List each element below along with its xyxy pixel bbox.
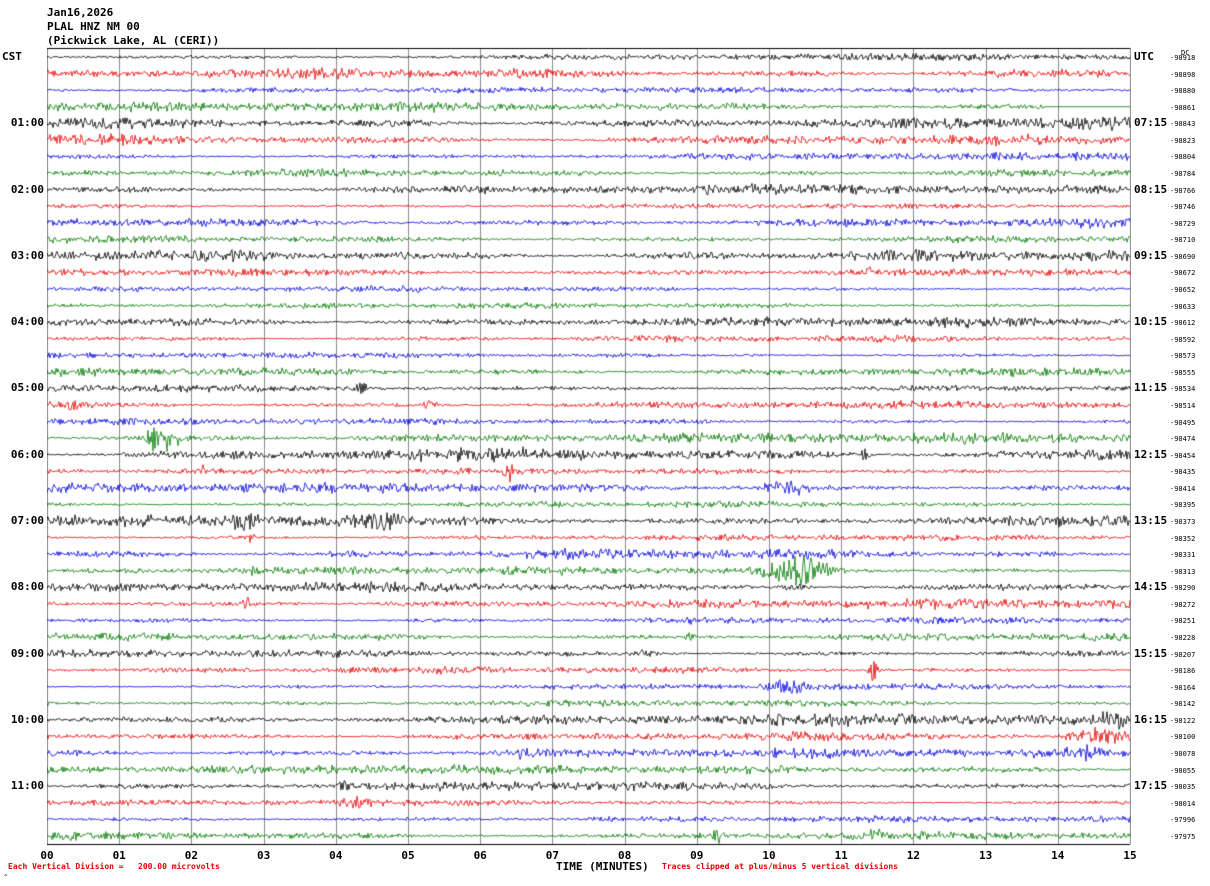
xaxis-tick-label: 03	[256, 849, 271, 862]
dc-offset-label: -98251	[1170, 617, 1196, 626]
trace-left-hour-label: 02:00	[10, 182, 44, 196]
dc-offset-label: -98313	[1170, 567, 1196, 576]
dc-offset-label: -98898	[1170, 70, 1196, 79]
dc-offset-label: -98373	[1170, 517, 1196, 526]
trace-right-hour-label: 16:15	[1134, 712, 1168, 726]
dc-offset-label: -98228	[1170, 633, 1196, 642]
dc-offset-label: -98414	[1170, 484, 1196, 493]
dc-offset-label: -98918	[1170, 54, 1196, 62]
xaxis-tick-label: 05	[401, 849, 415, 862]
xaxis-tick-label: 07	[545, 849, 560, 862]
xaxis-title: TIME (MINUTES)	[556, 860, 649, 873]
dc-offset-label: -98014	[1170, 799, 1196, 808]
seismogram-canvas	[47, 47, 1131, 846]
dc-offset-label: -98207	[1170, 650, 1196, 659]
dc-offset-label: -98672	[1170, 269, 1196, 278]
xaxis-tick-label: 00	[40, 849, 54, 862]
trace-left-hour-label: 03:00	[10, 248, 44, 262]
xaxis-tick-label: 09	[690, 849, 704, 862]
dc-offset-label: -98804	[1170, 153, 1196, 162]
xaxis-tick-label: 02	[184, 849, 199, 862]
dc-offset-label: -98122	[1170, 716, 1196, 725]
trace-left-hour-label: 04:00	[10, 315, 44, 329]
trace-right-hour-label: 07:15	[1134, 116, 1168, 130]
dc-column-header: DC	[1181, 49, 1190, 57]
header-date: Jan16,2026	[47, 6, 114, 19]
dc-offset-label: -98352	[1170, 534, 1196, 543]
timezone-right-label: UTC	[1134, 50, 1154, 63]
dc-offset-label: -98690	[1170, 252, 1196, 261]
dc-offset-label: -98100	[1170, 733, 1196, 742]
xaxis-tick-label: 13	[978, 849, 993, 862]
trace-left-hour-label: 08:00	[10, 580, 44, 594]
xaxis-tick-label: 14	[1051, 849, 1065, 862]
trace-left-hour-label: 06:00	[10, 447, 44, 461]
dc-offset-label: -98395	[1170, 501, 1196, 510]
dc-offset-label: -98710	[1170, 236, 1196, 245]
trace-right-hour-label: 14:15	[1134, 580, 1168, 594]
trace-left-hour-label: 05:00	[10, 381, 44, 395]
dc-offset-label: -98435	[1170, 468, 1196, 477]
trace-right-hour-label: 08:15	[1134, 182, 1168, 196]
timezone-left-label: CST	[2, 50, 22, 63]
xaxis-tick-label: 12	[906, 849, 921, 862]
header-location: (Pickwick Lake, AL (CERI))	[47, 34, 220, 47]
xaxis-tick-label: 06	[473, 849, 487, 862]
trace-right-hour-label: 17:15	[1134, 779, 1168, 793]
corner-mark: ^	[4, 874, 8, 881]
dc-offset-label: -98331	[1170, 551, 1196, 560]
trace-right-hour-label: 13:15	[1134, 513, 1168, 527]
xaxis-tick-label: 11	[834, 849, 848, 862]
dc-offset-label: -98784	[1170, 169, 1196, 178]
dc-offset-label: -98573	[1170, 352, 1196, 361]
dc-offset-label: -98843	[1170, 120, 1196, 129]
trace-left-hour-label: 07:00	[10, 513, 44, 527]
xaxis-tick-label: 01	[112, 849, 126, 862]
trace-right-hour-label: 10:15	[1134, 315, 1168, 329]
xaxis-tick-label: 10	[762, 849, 776, 862]
dc-offset-label: -98766	[1170, 186, 1196, 195]
dc-offset-label: -98454	[1170, 451, 1196, 460]
dc-offset-label: -98290	[1170, 584, 1196, 593]
dc-offset-label: -98514	[1170, 401, 1196, 410]
dc-offset-label: -98823	[1170, 136, 1196, 145]
trace-right-hour-label: 09:15	[1134, 248, 1168, 262]
dc-offset-label: -98534	[1170, 385, 1196, 394]
dc-offset-label: -98729	[1170, 219, 1196, 228]
dc-offset-label: -98746	[1170, 203, 1196, 212]
dc-offset-label: -98880	[1170, 87, 1196, 96]
header-station: PLAL HNZ NM 00	[47, 20, 140, 33]
dc-offset-label: -98592	[1170, 335, 1196, 344]
trace-right-hour-label: 11:15	[1134, 381, 1168, 395]
trace-right-hour-label: 12:15	[1134, 447, 1168, 461]
dc-offset-label: -98055	[1170, 766, 1196, 775]
dc-offset-label: -98612	[1170, 319, 1196, 328]
xaxis-tick-label: 15	[1123, 849, 1137, 862]
xaxis-tick-label: 04	[329, 849, 343, 862]
dc-offset-label: -98035	[1170, 783, 1196, 792]
dc-offset-label: -98633	[1170, 302, 1196, 311]
dc-offset-label: -98474	[1170, 435, 1196, 444]
footer-clip-note: Traces clipped at plus/minus 5 vertical …	[662, 862, 899, 871]
dc-offset-label: -98142	[1170, 700, 1196, 709]
dc-offset-label: -98652	[1170, 285, 1196, 294]
dc-offset-label: -98078	[1170, 749, 1196, 758]
trace-left-hour-label: 01:00	[10, 116, 44, 130]
trace-left-hour-label: 10:00	[10, 712, 44, 726]
trace-left-hour-label: 11:00	[10, 779, 44, 793]
dc-offset-label: -98495	[1170, 418, 1196, 427]
dc-offset-label: -97996	[1170, 816, 1196, 825]
trace-right-hour-label: 15:15	[1134, 646, 1168, 660]
dc-offset-label: -98164	[1170, 683, 1196, 692]
dc-offset-label: -98555	[1170, 368, 1196, 377]
dc-offset-label: -98186	[1170, 667, 1196, 676]
footer-scale-note: Each Vertical Division = 200.00 microvol…	[8, 862, 220, 871]
dc-offset-label: -97975	[1170, 832, 1196, 841]
dc-offset-label: -98272	[1170, 600, 1196, 609]
dc-offset-label: -98861	[1170, 103, 1196, 112]
xaxis-tick-label: 08	[617, 849, 632, 862]
trace-left-hour-label: 09:00	[10, 646, 44, 660]
